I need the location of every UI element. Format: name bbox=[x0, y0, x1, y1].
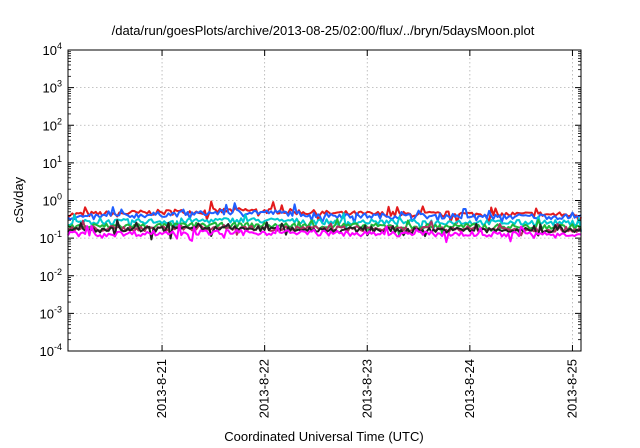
chart-title: /data/run/goesPlots/archive/2013-08-25/0… bbox=[112, 23, 535, 38]
series-line-3 bbox=[67, 212, 582, 232]
series-line-7 bbox=[67, 223, 582, 244]
series-line-2 bbox=[67, 202, 582, 225]
y-tick-label: 10-3 bbox=[40, 304, 62, 321]
ticks: 10-4 10-3 10-2 10-1 100 101 102 103 104 2013-8-21… bbox=[40, 41, 581, 418]
series-line-1 bbox=[67, 200, 582, 226]
y-tick-label: 104 bbox=[43, 41, 62, 58]
y-tick-label: 10-1 bbox=[40, 229, 62, 246]
y-tick-label: 102 bbox=[43, 116, 62, 133]
y-tick-label: 101 bbox=[43, 154, 62, 171]
x-tick-label: 2013-8-24 bbox=[462, 359, 477, 418]
x-tick-label: 2013-8-22 bbox=[257, 359, 272, 418]
series-layer bbox=[67, 200, 582, 244]
x-axis-label: Coordinated Universal Time (UTC) bbox=[224, 429, 423, 444]
y-tick-label: 103 bbox=[43, 79, 62, 96]
x-tick-label: 2013-8-25 bbox=[564, 359, 579, 418]
y-tick-label: 10-4 bbox=[40, 342, 62, 359]
y-tick-label: 10-2 bbox=[40, 267, 62, 284]
grid bbox=[68, 50, 581, 351]
x-tick-label: 2013-8-23 bbox=[359, 359, 374, 418]
y-axis-label: cSv/day bbox=[11, 176, 26, 223]
x-tick-label: 2013-8-21 bbox=[154, 359, 169, 418]
y-tick-label: 100 bbox=[43, 192, 62, 209]
